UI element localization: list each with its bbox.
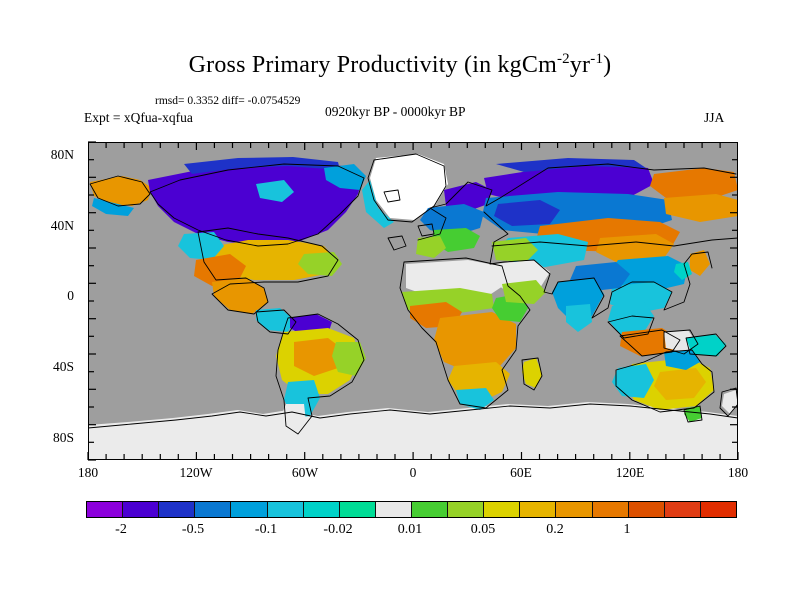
region-mexico (212, 278, 268, 314)
colorbar-swatch-5 (267, 502, 304, 517)
region-greenland-ice (370, 154, 448, 220)
region-tasmania (684, 406, 702, 422)
experiment-label: Expt = xQfua-xqfua (84, 110, 193, 125)
region-central-america (256, 308, 294, 332)
region-iberia-mediterranean (416, 236, 446, 258)
colorbar-tick-label-6: 0.2 (546, 522, 564, 537)
region-kazakh-green (492, 238, 538, 262)
region-mongolia-orange (596, 234, 674, 262)
colorbar-swatch-2 (159, 502, 196, 517)
region-canada-boreal (148, 162, 363, 246)
y-tick-label-80n: 80N (50, 147, 74, 162)
colorbar-swatch-0 (87, 502, 124, 517)
world-map-plot (88, 142, 738, 460)
colorbar-swatch-13 (556, 502, 593, 517)
region-greenland-edge (362, 180, 394, 228)
region-madagascar (522, 358, 542, 388)
region-patagonia (282, 404, 306, 434)
colorbar-swatch-17 (700, 502, 736, 517)
region-siberia-arctic-edge (496, 158, 646, 172)
colorbar-swatch-10 (448, 502, 485, 517)
period-label: 0920kyr BP - 0000kyr BP (325, 104, 466, 119)
season-label: JJA (704, 110, 725, 125)
region-canada-east-cyan (324, 164, 366, 190)
region-australia-core (654, 368, 706, 400)
region-japan (690, 250, 710, 276)
coastlines (88, 153, 738, 435)
x-tick-label-180w: 180 (77, 465, 99, 480)
x-tick-label-180e: 180 (727, 465, 749, 480)
colorbar-swatch-4 (231, 502, 268, 517)
region-amazon-core (294, 338, 344, 376)
region-canada-arctic-fringe (184, 157, 340, 174)
region-australia-west (612, 364, 654, 398)
colorbar-swatch-7 (339, 502, 376, 517)
colorbar-tick-label-5: 0.05 (470, 522, 496, 537)
region-far-east-russia-band (664, 194, 738, 222)
region-alaska (90, 176, 152, 206)
colorbar-swatch-16 (664, 502, 701, 517)
region-us-southwest (194, 254, 246, 286)
title-middle-text: yr (569, 52, 591, 78)
region-alaska-fringe (92, 198, 134, 216)
colorbar-tick-label-0: -2 (115, 522, 127, 537)
x-tick-label-120e: 120E (615, 465, 645, 480)
y-tick-label-40s: 40S (52, 359, 74, 374)
region-sahara (406, 260, 506, 298)
y-tick-label-40n: 40N (50, 218, 74, 233)
region-australia-north-cyan (664, 350, 700, 370)
title-closing-paren: ) (603, 52, 612, 78)
colorbar-swatch-1 (123, 502, 160, 517)
x-tick-label-60w: 60W (291, 465, 319, 480)
colorbar-swatch-9 (411, 502, 449, 517)
y-tick-label-80s: 80S (52, 430, 74, 445)
region-new-guinea (686, 334, 726, 356)
region-india (552, 278, 604, 324)
colorbar-swatch-6 (303, 502, 340, 517)
region-hudson-bay-cyan (256, 180, 294, 202)
colorbar-swatch-11 (484, 502, 521, 517)
region-new-zealand (722, 390, 738, 414)
region-india-south-cyan (566, 304, 592, 332)
colorbar-tick-label-7: 1 (623, 522, 631, 537)
region-central-africa (434, 312, 516, 372)
title-exponent-minus-one: -1 (590, 51, 604, 67)
x-tick-label-60e: 60E (510, 465, 532, 480)
colorbar-tick-label-2: -0.1 (254, 522, 278, 537)
colorbar-tick-label-3: -0.02 (323, 522, 353, 537)
colorbar-swatch-14 (592, 502, 629, 517)
region-us-east-green (298, 252, 342, 276)
region-brazil-east (332, 342, 366, 376)
colorbar-swatch-3 (195, 502, 232, 517)
colorbar-swatch-15 (628, 502, 665, 517)
y-tick-label-0: 0 (67, 288, 74, 303)
colorbar-tick-label-4: 0.01 (397, 522, 423, 537)
region-scandinavia (444, 182, 492, 212)
region-west-siberia-deepblue (494, 200, 560, 226)
colorbar-tick-label-1: -0.5 (181, 522, 205, 537)
region-southeast-asia (608, 302, 654, 334)
x-tick-label-120w: 120W (179, 465, 213, 480)
title-main-text: Gross Primary Productivity (in kgCm (188, 52, 557, 78)
title-exponent-minus-two: -2 (556, 51, 570, 67)
region-arabia-green (502, 280, 546, 304)
rmsd-diff-label: rmsd= 0.3352 diff= -0.0754529 (155, 95, 301, 107)
region-antarctica (88, 402, 738, 460)
colorbar-swatch-8 (375, 502, 412, 517)
region-far-east-russia (650, 168, 738, 200)
x-tick-label-0: 0 (409, 465, 417, 480)
page-title: Gross Primary Productivity (in kgCm-2yr-… (0, 52, 800, 79)
colorbar (86, 501, 737, 518)
colorbar-swatch-12 (520, 502, 557, 517)
